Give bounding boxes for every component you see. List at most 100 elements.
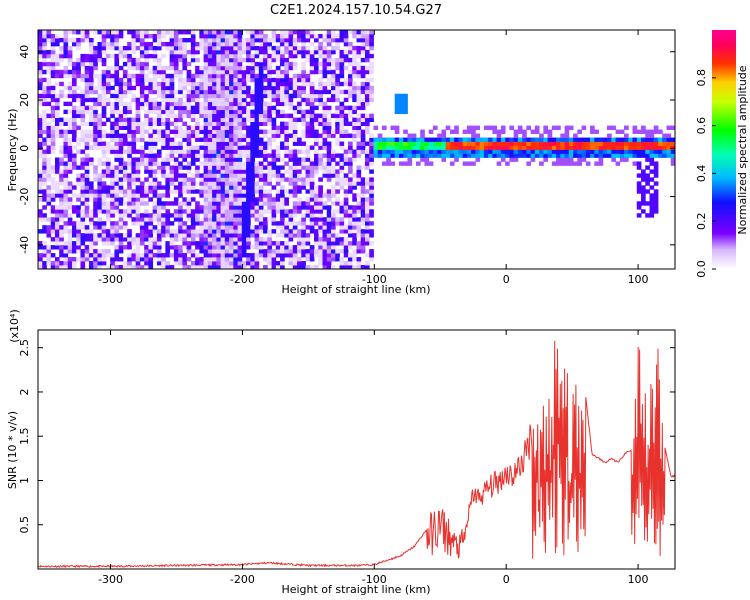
spectrogram-cell	[38, 133, 43, 138]
spectrogram-cell	[190, 233, 196, 238]
spectrogram-cell	[318, 157, 323, 162]
spectrogram-cell	[263, 41, 268, 47]
spectrogram-cell	[577, 129, 582, 134]
spectrogram-cell	[101, 181, 107, 186]
spectrogram-cell	[127, 89, 132, 95]
spectrogram-cell	[339, 229, 345, 234]
spectrogram-cell	[352, 217, 357, 222]
spectrogram-cell	[42, 117, 47, 123]
spectrogram-cell	[203, 145, 209, 150]
spectrogram-cell	[54, 157, 60, 162]
spectrogram-cell	[110, 105, 115, 111]
spectrogram-cell	[275, 133, 281, 138]
spectrogram-cell	[411, 153, 417, 158]
spectrogram-cell	[246, 125, 251, 130]
spectrogram-cell	[275, 177, 281, 182]
spectrogram-cell	[101, 109, 107, 115]
spectrogram-cell	[42, 45, 47, 51]
spectrogram-cell	[301, 249, 306, 254]
spectrogram-cell	[258, 89, 264, 95]
spectrogram-cell	[314, 233, 319, 238]
spectrogram-cell	[148, 89, 154, 95]
spectrogram-cell	[360, 141, 366, 146]
spectrogram-cell	[127, 73, 132, 79]
spectrogram-cell	[144, 237, 149, 242]
spectrogram-cell	[127, 105, 132, 111]
spectrogram-cell	[148, 241, 154, 246]
spectrogram-cell	[505, 137, 510, 142]
spectrogram-cell	[182, 49, 188, 55]
spectrogram-cell	[84, 233, 90, 238]
spectrogram-cell	[607, 153, 612, 158]
spectrogram-cell	[71, 113, 77, 119]
spectrogram-cell	[280, 61, 285, 67]
spectrogram-cell	[156, 93, 162, 99]
spectrogram-cell	[301, 65, 306, 71]
spectrogram-cell	[258, 189, 264, 194]
spectrogram-cell	[169, 45, 175, 51]
spectrogram-cell	[212, 69, 217, 75]
spectrogram-cell	[67, 265, 73, 270]
spectrogram-cell	[101, 141, 107, 146]
spectrogram-cell	[122, 105, 128, 111]
spectrogram-cell	[199, 189, 205, 194]
spectrogram-cell	[131, 49, 137, 55]
spectrogram-cell	[67, 61, 73, 67]
spectrogram-cell	[407, 133, 413, 138]
spectrogram-cell	[326, 77, 332, 83]
spectrogram-cell	[280, 257, 285, 262]
spectrogram-cell	[67, 89, 73, 95]
spectrogram-cell	[220, 129, 226, 134]
spectrogram-cell	[500, 141, 506, 146]
spectrogram-cell	[110, 193, 115, 198]
spectrogram-cell	[275, 225, 281, 230]
spectrogram-cell	[309, 169, 315, 174]
spectrogram-cell	[246, 41, 251, 47]
spectrogram-cell	[441, 157, 447, 162]
spectrogram-cell	[352, 241, 357, 246]
spectrogram-cell	[101, 93, 107, 99]
spectrogram-cell	[199, 177, 205, 182]
spectrogram-cell	[59, 249, 64, 254]
spectrogram-y-tick-label: -40	[18, 236, 31, 254]
spectrogram-cell	[148, 173, 154, 178]
spectrogram-cell	[364, 261, 370, 266]
spectrogram-cell	[195, 133, 200, 138]
spectrogram-cell	[224, 217, 230, 222]
spectrogram-cell	[224, 257, 230, 262]
spectrogram-cell	[135, 121, 141, 126]
spectrogram-cell	[280, 221, 285, 226]
spectrogram-cell	[84, 129, 90, 134]
spectrogram-cell	[135, 177, 141, 182]
spectrogram-cell	[88, 233, 94, 238]
spectrogram-cell	[54, 97, 60, 103]
spectrogram-cell	[80, 209, 86, 214]
spectrogram-cell	[352, 105, 357, 111]
spectrogram-cell	[233, 41, 238, 47]
spectrogram-cell	[93, 241, 98, 246]
spectrogram-cell	[122, 161, 128, 166]
spectrogram-cell	[195, 97, 200, 103]
spectrogram-cell	[628, 145, 633, 150]
spectrogram-cell	[318, 201, 323, 206]
spectrogram-cell	[182, 93, 188, 99]
spectrogram-cell	[67, 221, 73, 226]
spectrogram-cell	[318, 205, 323, 210]
spectrogram-cell	[624, 153, 629, 158]
spectrogram-cell	[314, 217, 319, 222]
spectrogram-cell	[258, 61, 264, 67]
spectrogram-cell	[207, 113, 213, 119]
spectrogram-cell	[250, 157, 255, 162]
spectrogram-cell	[195, 57, 200, 63]
spectrogram-cell	[169, 189, 175, 194]
spectrogram-cell	[645, 201, 650, 206]
spectrogram-cell	[364, 221, 370, 226]
spectrogram-cell	[195, 117, 200, 123]
spectrogram-cell	[59, 209, 64, 214]
spectrogram-cell	[101, 233, 107, 238]
spectrogram-cell	[182, 173, 188, 178]
spectrogram-cell	[135, 237, 141, 242]
spectrogram-cell	[649, 141, 655, 146]
spectrogram-cell	[297, 189, 302, 194]
spectrogram-cell	[318, 41, 323, 47]
